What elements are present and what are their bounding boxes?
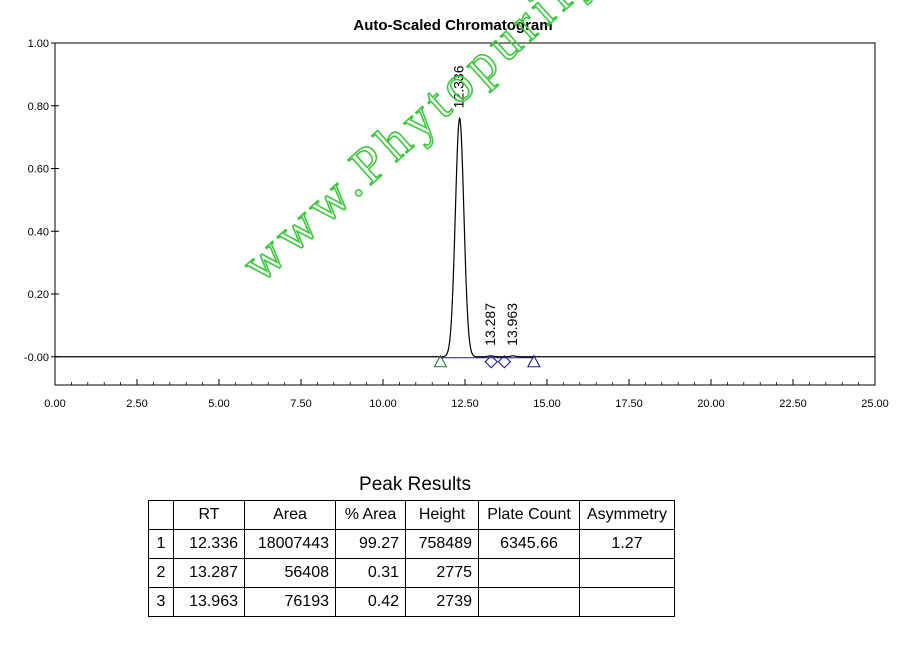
peak-start-end-marker	[433, 354, 448, 368]
cell-pct-area: 99.27	[335, 529, 406, 559]
y-tick-label: 0.40	[28, 226, 49, 238]
x-tick-label: 10.00	[369, 398, 397, 410]
row-index: 1	[148, 529, 174, 559]
cell-asymmetry: 1.27	[579, 529, 675, 559]
y-tick-label: 1.00	[28, 38, 49, 50]
y-tick-label: 0.60	[28, 164, 49, 176]
x-tick-label: 12.50	[451, 398, 479, 410]
cell-area: 56408	[244, 558, 336, 588]
peak-start-end-marker	[526, 354, 541, 368]
x-axis: 0.00 2.50 5.00 7.50 10.00 12.50 15.00 17.50 20.0…	[44, 379, 889, 410]
x-tick-label: 17.50	[615, 398, 643, 410]
chart-title: Auto-Scaled Chromatogram	[353, 17, 552, 34]
table-row: 3 13.963 76193 0.42 2739	[148, 587, 675, 617]
x-tick-label: 7.50	[290, 398, 311, 410]
cell-height: 758489	[405, 529, 479, 559]
x-tick-label: 2.50	[126, 398, 147, 410]
cell-rt: 12.336	[173, 529, 245, 559]
table-row: 2 13.287 56408 0.31 2775	[148, 558, 675, 588]
column-header-area: Area	[244, 500, 336, 530]
cell-plate-count: 6345.66	[478, 529, 580, 559]
plot-area: 12.336 13.287 13.963	[55, 65, 875, 369]
row-index: 3	[148, 587, 174, 617]
column-header-rt: RT	[173, 500, 245, 530]
y-tick-label: 0.80	[28, 101, 49, 113]
chromatogram-trace	[55, 116, 875, 358]
peak-split-marker	[497, 354, 512, 369]
cell-asymmetry	[579, 558, 675, 588]
peak-results-table: RT Area % Area Height Plate Count Asymme…	[148, 500, 675, 617]
table-row: 1 12.336 18007443 99.27 758489 6345.66 1…	[148, 529, 675, 559]
peak-split-marker	[484, 354, 499, 369]
cell-rt: 13.287	[173, 558, 245, 588]
chromatogram-chart: Auto-Scaled Chromatogram -0.00 0.20 0.40 0.…	[24, 17, 889, 410]
cell-plate-count	[478, 587, 580, 617]
column-header-pct-area: % Area	[335, 500, 406, 530]
cell-height: 2739	[405, 587, 479, 617]
cell-pct-area: 0.42	[335, 587, 406, 617]
column-header-plate-count: Plate Count	[478, 500, 580, 530]
x-tick-label: 25.00	[861, 398, 889, 410]
table-header-row: RT Area % Area Height Plate Count Asymme…	[148, 500, 675, 530]
peak-label: 13.963	[504, 303, 520, 346]
column-header-height: Height	[405, 500, 479, 530]
x-tick-label: 5.00	[208, 398, 229, 410]
y-tick-label: 0.20	[28, 289, 49, 301]
x-tick-label: 15.00	[533, 398, 561, 410]
column-header-index	[148, 500, 174, 530]
y-tick-label: -0.00	[24, 352, 49, 364]
y-axis: -0.00 0.20 0.40 0.60 0.80 1.00	[24, 38, 59, 364]
x-tick-label: 22.50	[779, 398, 807, 410]
cell-pct-area: 0.31	[335, 558, 406, 588]
cell-plate-count	[478, 558, 580, 588]
cell-area: 18007443	[244, 529, 336, 559]
x-tick-label: 20.00	[697, 398, 725, 410]
peak-results-title: Peak Results	[359, 474, 471, 495]
cell-rt: 13.963	[173, 587, 245, 617]
cell-area: 76193	[244, 587, 336, 617]
x-tick-label: 0.00	[44, 398, 65, 410]
row-index: 2	[148, 558, 174, 588]
cell-asymmetry	[579, 587, 675, 617]
cell-height: 2775	[405, 558, 479, 588]
peak-label: 13.287	[482, 303, 498, 346]
peak-label: 12.336	[451, 65, 467, 108]
column-header-asymmetry: Asymmetry	[579, 500, 675, 530]
